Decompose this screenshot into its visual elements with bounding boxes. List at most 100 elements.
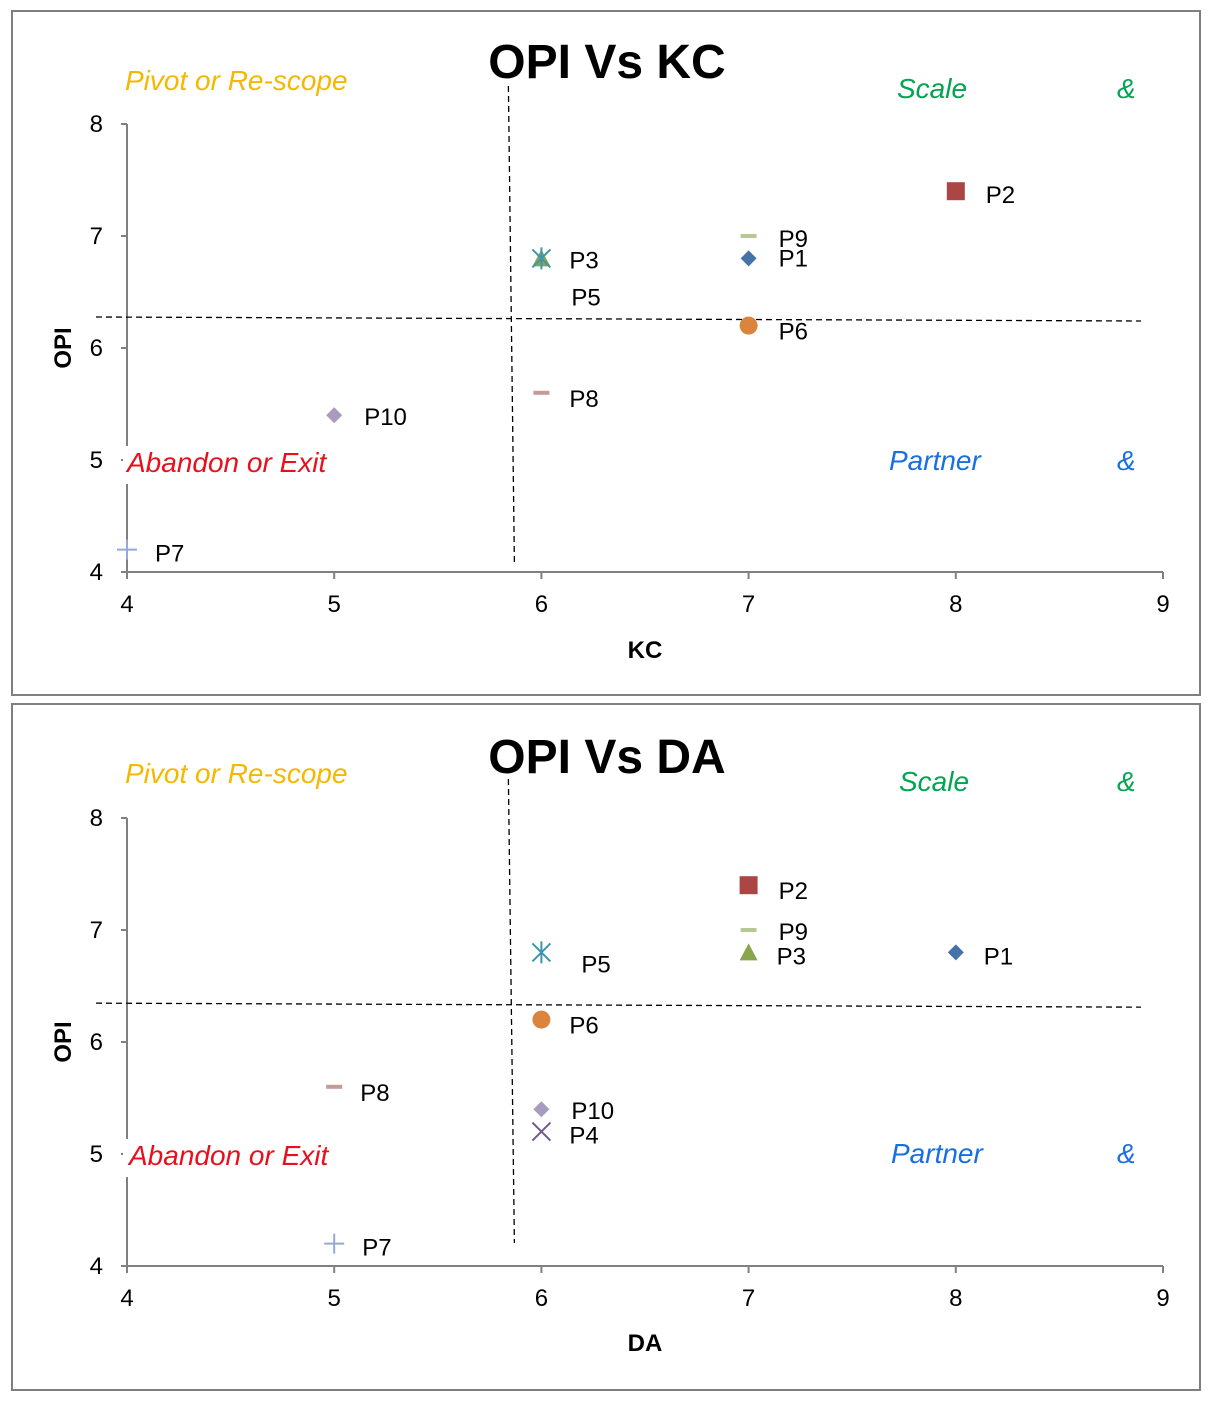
point-p1-marker bbox=[740, 250, 757, 267]
quadrant-label-partner: Partner bbox=[889, 445, 982, 476]
point-p3: P3 bbox=[739, 943, 806, 970]
x-tick-label: 9 bbox=[1156, 591, 1169, 618]
label-backing bbox=[123, 1139, 383, 1177]
chart-title: OPI Vs KC bbox=[488, 36, 725, 89]
point-label-p5: P5 bbox=[581, 951, 610, 978]
point-label-p7: P7 bbox=[362, 1235, 391, 1262]
point-label-p2: P2 bbox=[986, 182, 1015, 209]
y-tick-label: 4 bbox=[90, 559, 103, 586]
point-label-p3: P3 bbox=[569, 247, 598, 274]
point-label-p3: P3 bbox=[777, 943, 806, 970]
point-p2-marker bbox=[946, 182, 965, 201]
point-p1: P1 bbox=[740, 245, 808, 272]
horizontal-divider bbox=[95, 316, 1142, 322]
point-p9-marker bbox=[740, 234, 757, 238]
point-p4: P4 bbox=[531, 1121, 599, 1150]
x-tick-label: 5 bbox=[328, 1285, 341, 1312]
point-p9: P9 bbox=[740, 919, 808, 946]
point-label-p6: P6 bbox=[779, 319, 808, 346]
point-p10: P10 bbox=[326, 404, 407, 431]
point-label-p4: P4 bbox=[569, 1123, 598, 1150]
chart-opi-vs-da: 4 5 6 7 8 9 4 5 6 7 8 Pivot or Re-scope Scale & Abando… bbox=[11, 703, 1201, 1391]
point-label-p10: P10 bbox=[364, 404, 407, 431]
y-tick-label: 7 bbox=[90, 223, 103, 250]
point-label-p8: P8 bbox=[360, 1080, 389, 1107]
quadrant-label-scale-symbol: & bbox=[1117, 73, 1136, 104]
point-p2-marker bbox=[739, 876, 758, 895]
chart-frame bbox=[11, 703, 1201, 1391]
point-p5: P5 bbox=[531, 941, 611, 978]
point-label-p9: P9 bbox=[779, 226, 808, 253]
y-tick-label: 6 bbox=[90, 335, 103, 362]
point-label-p9: P9 bbox=[779, 919, 808, 946]
point-label-p2: P2 bbox=[779, 878, 808, 905]
point-p7-marker bbox=[117, 539, 137, 560]
quadrant-label-scale: Scale bbox=[897, 73, 967, 104]
label-backing bbox=[123, 446, 383, 484]
y-axis-label: OPI bbox=[50, 1021, 77, 1062]
x-tick-label: 9 bbox=[1156, 1285, 1169, 1312]
point-p7: P7 bbox=[324, 1233, 392, 1262]
x-tick-label: 4 bbox=[120, 1285, 133, 1312]
x-tick-label: 6 bbox=[535, 591, 548, 618]
point-p8-marker bbox=[533, 390, 550, 395]
point-p5: P5 bbox=[531, 247, 601, 311]
point-p3-marker bbox=[739, 943, 758, 961]
point-label-p1: P1 bbox=[984, 943, 1013, 970]
point-p6: P6 bbox=[532, 1010, 599, 1040]
y-tick-label: 5 bbox=[90, 447, 103, 474]
point-p9-marker bbox=[740, 928, 757, 932]
point-p10-marker bbox=[533, 1101, 550, 1118]
y-tick-label: 5 bbox=[90, 1141, 103, 1168]
quadrant-label-abandon: Abandon or Exit bbox=[125, 447, 327, 478]
y-tick-label: 8 bbox=[90, 805, 103, 832]
vertical-divider bbox=[507, 778, 516, 1244]
quadrant-label-abandon: Abandon or Exit bbox=[127, 1140, 329, 1171]
x-axis-label: KC bbox=[628, 637, 663, 664]
point-p9: P9 bbox=[740, 226, 808, 253]
point-p10: P10 bbox=[533, 1098, 614, 1125]
quadrant-label-partner-symbol: & bbox=[1117, 445, 1136, 476]
point-label-p10: P10 bbox=[571, 1098, 614, 1125]
x-tick-label: 7 bbox=[742, 591, 755, 618]
chart-title: OPI Vs DA bbox=[488, 731, 725, 784]
x-tick-label: 8 bbox=[949, 1285, 962, 1312]
point-p1-marker bbox=[947, 944, 964, 961]
y-tick-label: 4 bbox=[90, 1253, 103, 1280]
y-tick-label: 6 bbox=[90, 1029, 103, 1056]
point-p7: P7 bbox=[117, 539, 184, 568]
point-p5-marker bbox=[531, 941, 552, 964]
x-tick-label: 8 bbox=[949, 591, 962, 618]
point-p4-marker bbox=[531, 1121, 552, 1142]
y-tick-label: 8 bbox=[90, 111, 103, 138]
quadrant-label-scale-symbol: & bbox=[1117, 766, 1136, 797]
point-p7-marker bbox=[324, 1233, 345, 1254]
point-label-p6: P6 bbox=[569, 1013, 598, 1040]
point-p8-marker bbox=[326, 1084, 343, 1089]
x-axis-label: DA bbox=[628, 1330, 663, 1357]
point-p2: P2 bbox=[946, 182, 1015, 209]
point-label-p5: P5 bbox=[571, 284, 600, 311]
x-tick-label: 5 bbox=[328, 591, 341, 618]
point-p6-marker bbox=[532, 1010, 551, 1029]
point-p5-marker bbox=[531, 247, 552, 270]
point-label-p7: P7 bbox=[155, 541, 184, 568]
point-label-p1: P1 bbox=[779, 245, 808, 272]
quadrant-label-scale: Scale bbox=[899, 766, 969, 797]
point-p8: P8 bbox=[326, 1080, 390, 1107]
point-p2: P2 bbox=[739, 876, 808, 905]
y-axis-label: OPI bbox=[50, 327, 77, 368]
chart-frame bbox=[11, 10, 1201, 696]
quadrant-label-pivot: Pivot or Re-scope bbox=[125, 758, 348, 789]
quadrant-label-partner: Partner bbox=[891, 1138, 984, 1169]
quadrant-label-partner-symbol: & bbox=[1117, 1138, 1136, 1169]
x-tick-label: 6 bbox=[535, 1285, 548, 1312]
chart-svg: 4 5 6 7 8 9 4 5 6 7 8 Pivot or Re-scope Scale & Abando… bbox=[11, 703, 1201, 1391]
horizontal-divider bbox=[95, 1002, 1142, 1008]
point-p1: P1 bbox=[947, 943, 1013, 970]
point-p8: P8 bbox=[533, 386, 599, 413]
x-tick-label: 4 bbox=[120, 591, 133, 618]
x-tick-label: 7 bbox=[742, 1285, 755, 1312]
quadrant-label-pivot: Pivot or Re-scope bbox=[125, 65, 348, 96]
point-p6: P6 bbox=[739, 316, 808, 346]
